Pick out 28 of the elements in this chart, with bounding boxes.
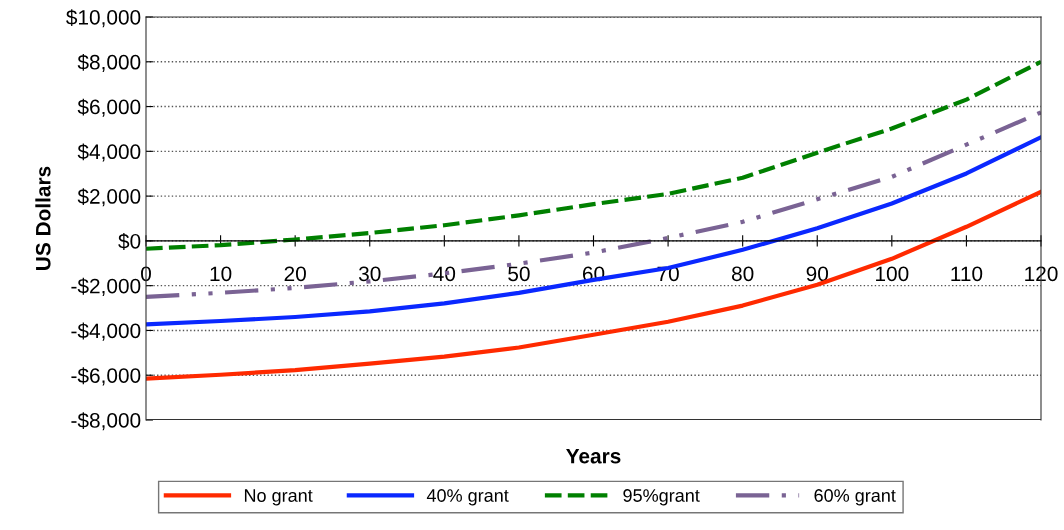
x-axis-title: Years: [566, 448, 621, 464]
y-tick-label: -$8,000: [71, 412, 141, 431]
y-tick-label: $6,000: [77, 98, 141, 117]
y-tick-label: $0: [118, 233, 141, 250]
legend-label: 40% grant: [426, 489, 509, 506]
x-tick-label: 110: [951, 266, 983, 282]
y-axis-title: US Dollars: [35, 166, 51, 270]
y-tick-label: -$4,000: [71, 322, 141, 341]
legend-label: 60% grant: [814, 489, 896, 506]
x-tick-label: 0: [141, 266, 151, 282]
y-tick-label: $10,000: [66, 9, 141, 28]
x-tick-label: 120: [1025, 266, 1058, 282]
x-tick-label: 90: [806, 266, 829, 282]
y-tick-label: $4,000: [77, 143, 141, 162]
legend-label: 95%grant: [623, 489, 700, 506]
x-tick-label: 100: [876, 266, 909, 282]
y-tick-label: -$6,000: [71, 367, 141, 386]
x-tick-label: 30: [358, 266, 381, 282]
y-tick-label: $8,000: [77, 53, 141, 72]
x-tick-label: 50: [508, 266, 530, 282]
x-tick-label: 40: [433, 266, 456, 282]
x-tick-label: 20: [284, 266, 306, 282]
legend-label: No grant: [244, 489, 313, 506]
line-series: [146, 59, 1041, 251]
y-tick-label: -$2,000: [71, 277, 141, 296]
y-tick-label: $2,000: [77, 188, 141, 207]
x-tick-label: 10: [210, 266, 232, 282]
x-tick-label: 80: [731, 266, 754, 282]
